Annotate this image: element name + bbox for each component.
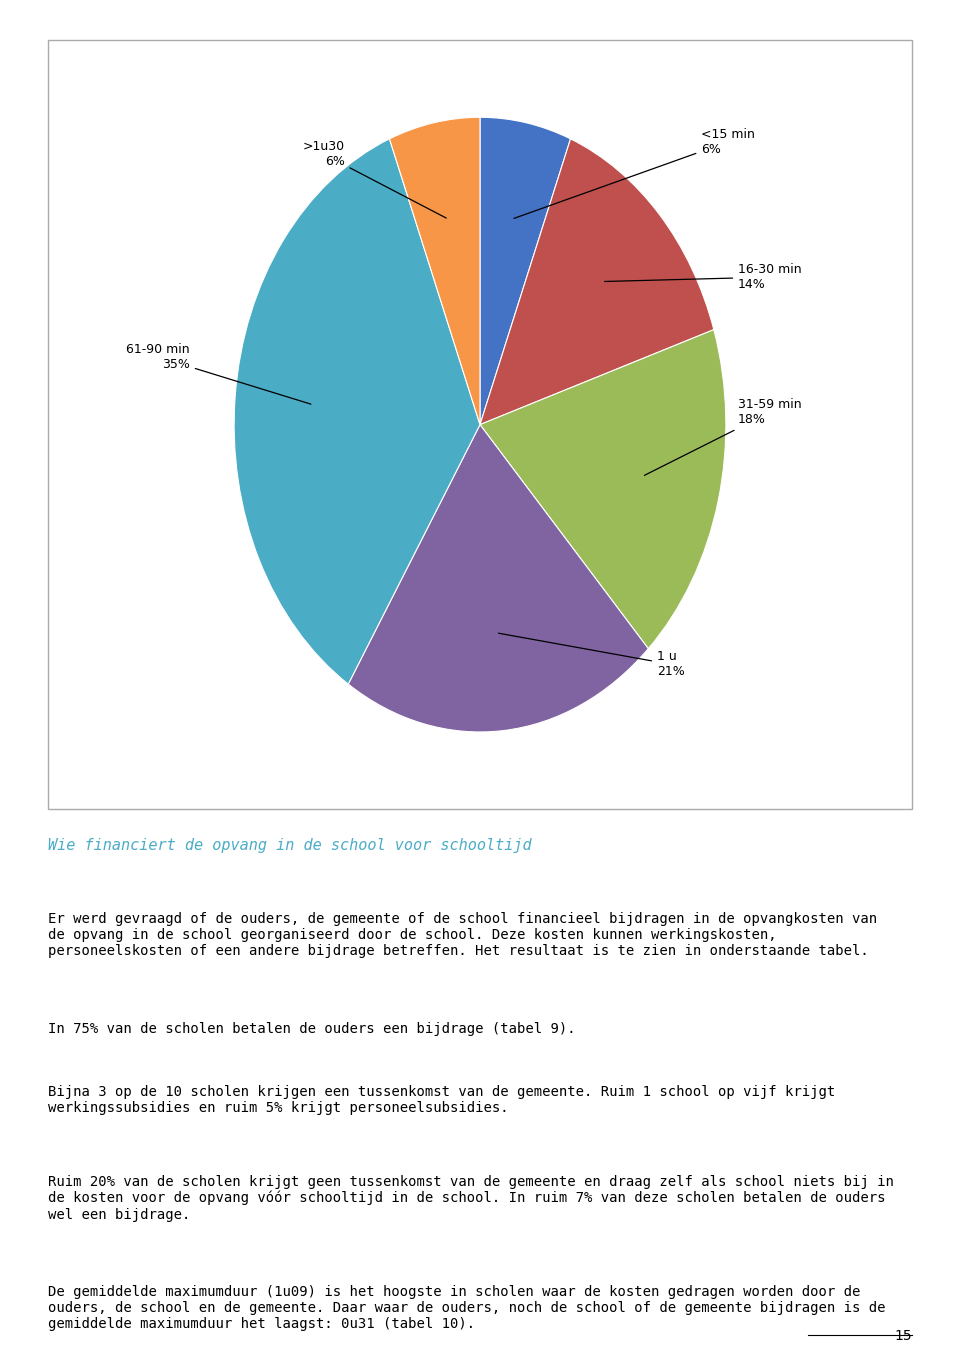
Wedge shape [480,330,726,648]
Text: 15: 15 [895,1329,912,1343]
Text: Er werd gevraagd of de ouders, de gemeente of de school financieel bijdragen in : Er werd gevraagd of de ouders, de gemeen… [48,911,877,958]
Text: >1u30
6%: >1u30 6% [302,140,446,218]
Text: 61-90 min
35%: 61-90 min 35% [127,342,311,404]
Wedge shape [234,139,480,685]
Text: Wie financiert de opvang in de school voor schooltijd: Wie financiert de opvang in de school vo… [48,838,532,853]
Text: <15 min
6%: <15 min 6% [514,128,756,218]
Text: 31-59 min
18%: 31-59 min 18% [644,398,802,476]
Text: 1 u
21%: 1 u 21% [498,634,684,678]
Text: Bijna 3 op de 10 scholen krijgen een tussenkomst van de gemeente. Ruim 1 school : Bijna 3 op de 10 scholen krijgen een tus… [48,1085,835,1115]
Wedge shape [390,117,480,425]
Text: De gemiddelde maximumduur (1u09) is het hoogste in scholen waar de kosten gedrag: De gemiddelde maximumduur (1u09) is het … [48,1285,885,1332]
Wedge shape [348,425,648,732]
Text: Ruim 20% van de scholen krijgt geen tussenkomst van de gemeente en draag zelf al: Ruim 20% van de scholen krijgt geen tuss… [48,1174,894,1221]
Wedge shape [480,139,714,425]
Wedge shape [480,117,570,425]
Text: 16-30 min
14%: 16-30 min 14% [605,263,802,291]
Text: In 75% van de scholen betalen de ouders een bijdrage (tabel 9).: In 75% van de scholen betalen de ouders … [48,1022,576,1037]
